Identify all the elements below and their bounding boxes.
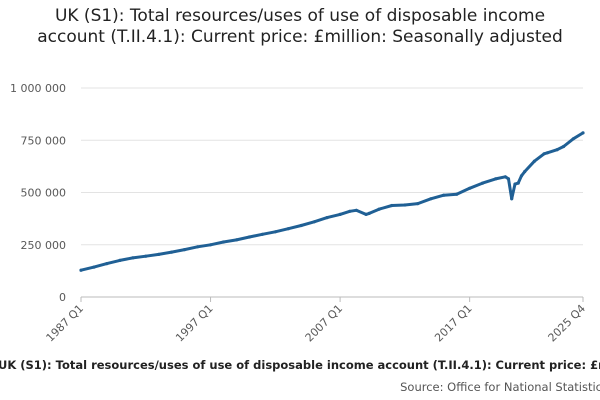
data-point (234, 238, 239, 242)
chart-title-text: UK (S1): Total resources/uses of use of … (37, 6, 563, 47)
data-point (545, 151, 550, 155)
data-point (542, 152, 546, 156)
data-point (555, 148, 559, 152)
data-point (455, 192, 459, 196)
data-point (377, 207, 381, 211)
x-tick-label: 1997 Q1 (173, 302, 216, 345)
data-point (338, 212, 342, 216)
data-point (312, 220, 316, 224)
data-point (503, 175, 507, 179)
data-point (523, 170, 527, 174)
data-point (348, 209, 352, 213)
y-tick-label: 750 000 (21, 134, 67, 147)
data-point (286, 227, 290, 231)
data-point (260, 232, 264, 236)
y-tick-label: 0 (59, 291, 66, 304)
y-tick-label: 250 000 (21, 239, 67, 252)
x-tick-label: 2017 Q1 (432, 302, 475, 345)
data-point (494, 177, 498, 181)
data-point (367, 211, 371, 215)
data-point (221, 240, 226, 244)
data-point (510, 197, 514, 201)
data-point (208, 243, 213, 247)
data-point (183, 248, 187, 252)
y-tick-label: 1 000 000 (10, 82, 66, 95)
data-point (105, 262, 109, 266)
data-point (170, 250, 174, 254)
data-point (273, 230, 277, 234)
data-point (390, 203, 394, 208)
data-point (442, 193, 446, 197)
data-point (468, 186, 472, 190)
data-point (247, 235, 251, 239)
data-point (481, 181, 485, 185)
data-point (92, 265, 96, 269)
data-point (513, 182, 517, 186)
chart-caption: UK (S1): Total resources/uses of use of … (0, 358, 600, 372)
data-point (532, 159, 537, 163)
series-line (79, 131, 585, 272)
data-point (325, 216, 329, 220)
chart-title: UK (S1): Total resources/uses of use of … (0, 6, 600, 48)
data-point (364, 212, 368, 216)
data-point (299, 223, 303, 228)
data-point (144, 254, 148, 258)
data-point (131, 256, 135, 260)
data-point (157, 252, 161, 256)
data-point (506, 177, 511, 181)
data-point (581, 131, 585, 135)
data-point (403, 203, 407, 207)
data-point (571, 137, 575, 141)
data-point (118, 258, 122, 262)
data-point (416, 202, 420, 206)
source-note: Source: Office for National Statistics (400, 380, 600, 394)
x-tick-label: 1987 Q1 (44, 302, 87, 345)
data-point (79, 268, 83, 272)
data-point (516, 181, 520, 185)
x-tick-label: 2007 Q1 (303, 302, 346, 345)
data-point (519, 174, 524, 178)
data-point (562, 144, 566, 149)
y-tick-label: 500 000 (21, 187, 67, 200)
data-point (354, 208, 358, 212)
chart-caption-text: UK (S1): Total resources/uses of use of … (0, 358, 600, 372)
x-tick-label: 2025 Q4 (546, 302, 589, 345)
data-point (196, 245, 200, 249)
data-point (429, 197, 433, 201)
